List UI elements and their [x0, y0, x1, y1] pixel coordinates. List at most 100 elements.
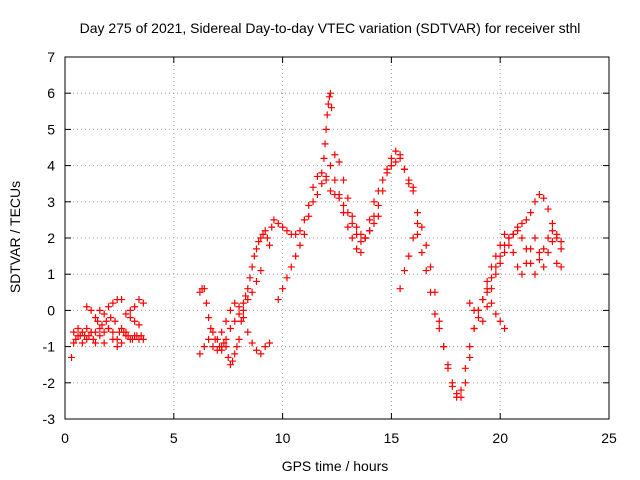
data-point — [466, 353, 474, 361]
data-point — [461, 379, 469, 387]
data-point — [233, 343, 241, 351]
data-point — [557, 263, 565, 271]
data-point — [98, 321, 106, 329]
data-point — [409, 187, 417, 195]
data-point — [505, 234, 513, 242]
data-point — [374, 201, 382, 209]
data-point — [501, 325, 509, 332]
data-point — [553, 259, 561, 267]
data-point — [231, 350, 239, 358]
data-point — [531, 198, 539, 206]
data-point — [257, 234, 265, 242]
data-point — [266, 241, 274, 249]
data-point — [239, 314, 247, 322]
data-point — [218, 343, 226, 351]
data-point — [107, 314, 115, 322]
data-point — [321, 140, 329, 148]
y-tick-label: 0 — [47, 302, 55, 318]
data-point — [427, 263, 435, 271]
data-point — [209, 343, 217, 351]
data-point — [313, 172, 321, 180]
data-point — [335, 158, 343, 166]
data-point — [400, 267, 408, 275]
data-point — [418, 248, 426, 256]
data-point — [313, 191, 321, 199]
data-point — [535, 248, 543, 256]
y-tick-label: 6 — [47, 85, 55, 101]
data-point — [207, 325, 215, 332]
data-point — [466, 343, 474, 351]
x-tick-label: 15 — [384, 430, 400, 446]
data-point — [348, 212, 356, 220]
data-point — [309, 198, 317, 206]
data-point — [440, 343, 448, 351]
data-point — [326, 89, 334, 97]
data-point — [357, 238, 365, 246]
data-point — [522, 216, 530, 224]
data-point — [209, 328, 217, 336]
data-point — [324, 100, 332, 108]
y-tick-label: -2 — [43, 375, 56, 391]
data-point — [137, 332, 145, 340]
data-point — [242, 292, 250, 300]
data-point — [266, 339, 274, 347]
data-point — [501, 230, 509, 238]
data-point — [91, 339, 99, 347]
data-point — [557, 245, 565, 253]
data-point — [353, 223, 361, 231]
data-point — [326, 187, 334, 195]
data-point — [296, 227, 304, 235]
data-point — [279, 285, 287, 293]
data-point — [244, 328, 252, 336]
data-point — [453, 393, 461, 401]
data-point — [328, 104, 336, 112]
data-point — [396, 285, 404, 293]
data-point — [422, 267, 430, 275]
data-point — [331, 151, 339, 159]
data-point — [496, 317, 504, 325]
data-point — [418, 223, 426, 231]
data-point — [392, 147, 400, 155]
y-tick-label: 7 — [47, 49, 55, 65]
data-point — [96, 332, 104, 340]
data-point — [474, 314, 482, 322]
data-point — [479, 317, 487, 325]
data-point — [535, 191, 543, 199]
data-point — [100, 339, 108, 347]
data-point — [259, 230, 267, 238]
data-point — [540, 263, 548, 271]
data-point — [239, 299, 247, 307]
data-point — [487, 285, 495, 293]
data-point — [83, 335, 91, 343]
data-point — [250, 252, 258, 260]
data-point — [248, 339, 256, 347]
data-point — [392, 158, 400, 166]
data-point — [237, 317, 245, 325]
data-point — [222, 335, 230, 343]
y-tick-label: 4 — [47, 158, 55, 174]
x-tick-label: 20 — [492, 430, 508, 446]
data-point — [105, 303, 113, 311]
data-point — [231, 317, 239, 325]
data-point — [509, 230, 517, 238]
data-point — [246, 274, 254, 282]
data-point — [72, 335, 80, 343]
data-point — [527, 245, 535, 253]
data-point — [370, 198, 378, 206]
data-point — [118, 296, 126, 304]
data-point — [255, 238, 263, 246]
data-point — [94, 317, 102, 325]
data-point — [87, 306, 95, 314]
data-point — [323, 111, 331, 119]
data-point — [135, 321, 143, 329]
data-point — [483, 288, 491, 296]
data-point — [87, 328, 95, 336]
data-point — [279, 223, 287, 231]
data-point — [83, 325, 91, 332]
data-point — [396, 154, 404, 162]
data-point — [287, 263, 295, 271]
data-point — [326, 162, 334, 170]
data-point — [89, 335, 97, 343]
data-point — [383, 169, 391, 177]
data-point — [366, 216, 374, 224]
